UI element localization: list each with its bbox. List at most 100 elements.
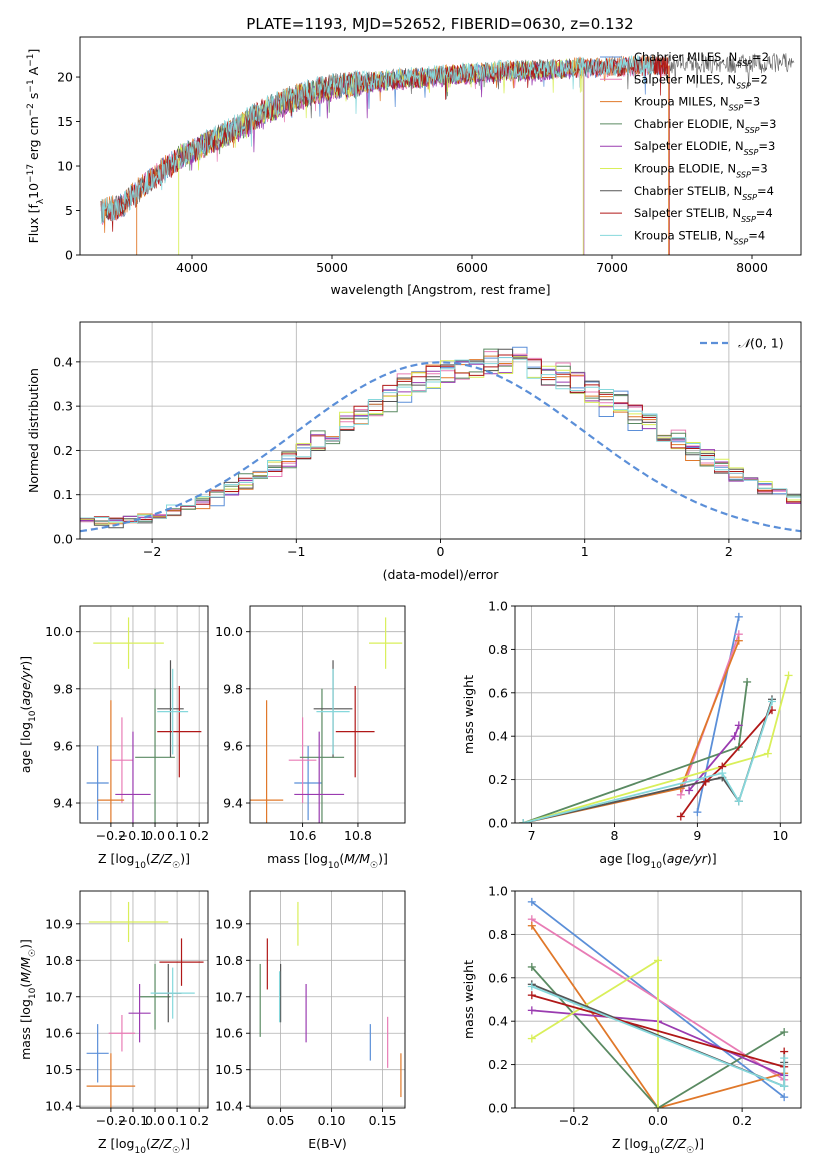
weight-vs-age-xlabel: age [log10(age/yr)] [599, 851, 716, 871]
weight_vs_Z-marker-kroupa-stelib [780, 1082, 789, 1091]
weight_vs_Z-marker-kroupa-stelib [527, 982, 536, 991]
weight_vs_age-lines [519, 612, 793, 823]
weight_vs_Z-marker-kroupa-stelib [780, 1054, 789, 1063]
age_vs_mass-errorbar-kroupa-miles [250, 700, 284, 823]
mass_vs_EBV-ytick-label: 10.7 [215, 989, 243, 1004]
spectrum-xtick-label: 7000 [596, 260, 628, 275]
weight_vs_Z-marker-salpeter-stelib [527, 991, 536, 1000]
legend-label-kroupa-elodie: Kroupa ELODIE, NSSP=3 [634, 162, 768, 180]
weight_vs_age-marker-salpeter-elodie [685, 786, 694, 795]
age_vs_Z-errorbar-salpeter-elodie [115, 731, 151, 823]
age_vs_Z-errorbar-salpeter-miles [110, 717, 133, 804]
mass_vs_Z-errorbar-chabrier-elodie [139, 963, 171, 1030]
legend-label-kroupa-stelib: Kroupa STELIB, NSSP=4 [634, 228, 765, 246]
mass_vs_Z-errorbar-kroupa-stelib [150, 967, 195, 1019]
mass_vs_Z-xtick-label: 0.2 [189, 1113, 209, 1128]
age_vs_mass-errorbar-chabrier-miles [294, 745, 322, 821]
spectrum-axes: 4000 5000 6000 7000 8000 0 5 10 15 20 [57, 70, 768, 275]
spectrum-xlabel: wavelength [Angstrom, rest frame] [330, 282, 550, 297]
weight_vs_age-ytick-label: 0.8 [488, 642, 508, 657]
age_vs_Z-frame [79, 605, 209, 824]
weight_vs_age-ytick-label: 0.2 [488, 772, 508, 787]
mass_vs_Z-ytick-label: 10.6 [45, 1026, 73, 1041]
weight_vs_Z-ytick-label: 0.8 [488, 927, 508, 942]
mass_vs_Z-errorbar-salpeter-stelib [159, 938, 204, 986]
weight_vs_age-marker-salpeter-stelib [701, 777, 710, 786]
mass_vs_EBV-errorbars [259, 901, 402, 1098]
spectrum-ylabel: Flux [fλ10−17 erg cm−2 s−1 A−1] [26, 49, 46, 244]
histogram-salpeter-stelib [80, 354, 801, 522]
mass_vs_Z-frame [79, 890, 209, 1109]
weight_vs_age-marker-kroupa-stelib [718, 769, 727, 778]
weight_vs_age-marker-kroupa-stelib [519, 819, 528, 823]
age_vs_Z-xtick-label: −0.2 [96, 828, 126, 843]
weight_vs_Z-ylabel: mass weight [461, 960, 476, 1039]
age_vs_Z-errorbars [86, 617, 202, 823]
weight_vs_age-marker-salpeter-stelib [676, 812, 685, 821]
mass_vs_Z-xtick-label: 0.1 [167, 1113, 187, 1128]
legend-label-chabrier-elodie: Chabrier ELODIE, NSSP=3 [634, 117, 776, 134]
mass_vs_Z-axes: −0.2−0.10.0 0.1 0.2 10.4 10.5 10.6 10.7 10.8 10.… [45, 891, 209, 1128]
mass_vs_EBV-ytick-label: 10.4 [215, 1099, 243, 1114]
residuals-xtick-label: −2 [143, 544, 161, 559]
mass_vs_Z-xtick-label: −0.1 [118, 1113, 148, 1128]
mass_vs_EBV-ytick-label: 10.9 [215, 916, 243, 931]
mass_vs_Z-xtick-label: −0.2 [96, 1113, 126, 1128]
weight_vs_Z-marker-chabrier-miles [527, 897, 536, 906]
age_vs_mass-ytick-label: 10.0 [215, 624, 243, 639]
spectrum-xtick-label: 6000 [456, 260, 488, 275]
age_vs_Z-errorbar-chabrier-elodie [135, 688, 175, 823]
residuals-ytick-label: 0.2 [53, 443, 73, 458]
age_vs_Z-errorbar-kroupa-elodie [93, 617, 164, 669]
spectrum-ytick-label: 0 [65, 248, 73, 263]
weight_vs_Z-xtick-label: 0.2 [732, 1113, 752, 1128]
weight_vs_age-marker-kroupa-elodie [784, 671, 793, 680]
weight_vs_Z-ytick-label: 1.0 [488, 884, 508, 899]
spectrum-series-kroupa-stelib [100, 54, 655, 224]
age_vs_mass-errorbar-kroupa-stelib [316, 668, 350, 755]
weight_vs_age-marker-kroupa-elodie [763, 749, 772, 758]
weight_vs_Z-marker-chabrier-elodie [780, 1028, 789, 1037]
residuals-xtick-label: −1 [287, 544, 305, 559]
weight_vs_age-marker-kroupa-miles [734, 636, 743, 645]
weight_vs_age-xtick-label: 8 [611, 828, 619, 843]
age_vs_Z-errorbar-chabrier-miles [86, 745, 109, 821]
age_vs_Z-ytick-label: 9.6 [53, 738, 73, 753]
age_vs_mass-ytick-label: 9.4 [223, 796, 243, 811]
spectrum-legend: Chabrier MILES, NSSP=2 Salpeter MILES, NS… [600, 50, 776, 246]
mass_vs_Z-errorbar-salpeter-miles [108, 1015, 136, 1052]
age_vs_Z-ytick-label: 9.8 [53, 681, 73, 696]
weight_vs_age-ytick-label: 0.6 [488, 685, 508, 700]
weight_vs_age-ytick-label: 0.0 [488, 816, 508, 831]
age_vs_mass-errorbar-kroupa-elodie [369, 617, 403, 669]
mass_vs_EBV-ytick-label: 10.5 [215, 1062, 243, 1077]
age_vs_mass-errorbar-salpeter-stelib [335, 685, 375, 778]
age_vs_mass-errorbar-salpeter-miles [288, 717, 317, 804]
age_vs_Z-errorbar-salpeter-stelib [157, 685, 202, 778]
weight_vs_Z-marker-kroupa-elodie [654, 1104, 662, 1108]
weight_vs_Z-frame [514, 890, 802, 1109]
age_vs_mass-xtick-label: 10.8 [344, 828, 372, 843]
age_vs_Z-xtick-label: 0.2 [189, 828, 209, 843]
weight_vs_age-marker-chabrier-miles [693, 808, 702, 817]
weight_vs_Z-ytick-label: 0.6 [488, 970, 508, 985]
mass_vs_Z-errorbar-salpeter-elodie [128, 984, 151, 1043]
spectrum-lines [100, 53, 795, 255]
weight_vs_age-marker-chabrier-miles [734, 612, 743, 621]
mass_vs_Z-xtick-label: 0.0 [145, 1113, 165, 1128]
mass_vs_Z-ytick-label: 10.8 [45, 953, 73, 968]
spectrum-xtick-label: 8000 [736, 260, 768, 275]
residuals-legend-label: 𝒩(0, 1) [738, 336, 784, 351]
mass_vs_EBV-frame [249, 890, 406, 1109]
weight_vs_age-frame [514, 605, 802, 824]
age_vs_Z-ytick-label: 10.0 [45, 624, 73, 639]
age-vs-mass-xlabel: mass [log10(M/M☉)] [267, 851, 388, 871]
age_vs_mass-errorbars [250, 617, 403, 823]
residuals-ylabel: Normed distribution [26, 368, 41, 493]
legend-label-salpeter-elodie: Salpeter ELODIE, NSSP=3 [634, 139, 775, 157]
weight_vs_age-series-chabrier-miles [696, 616, 740, 813]
residuals-xtick-label: 0 [437, 544, 445, 559]
age-vs-z-ylabel: age [log10(age/yr)] [18, 656, 38, 773]
spectrum-xtick-label: 4000 [176, 260, 208, 275]
mass-vs-z-xlabel: Z [log10(Z/Z☉)] [98, 1136, 190, 1156]
